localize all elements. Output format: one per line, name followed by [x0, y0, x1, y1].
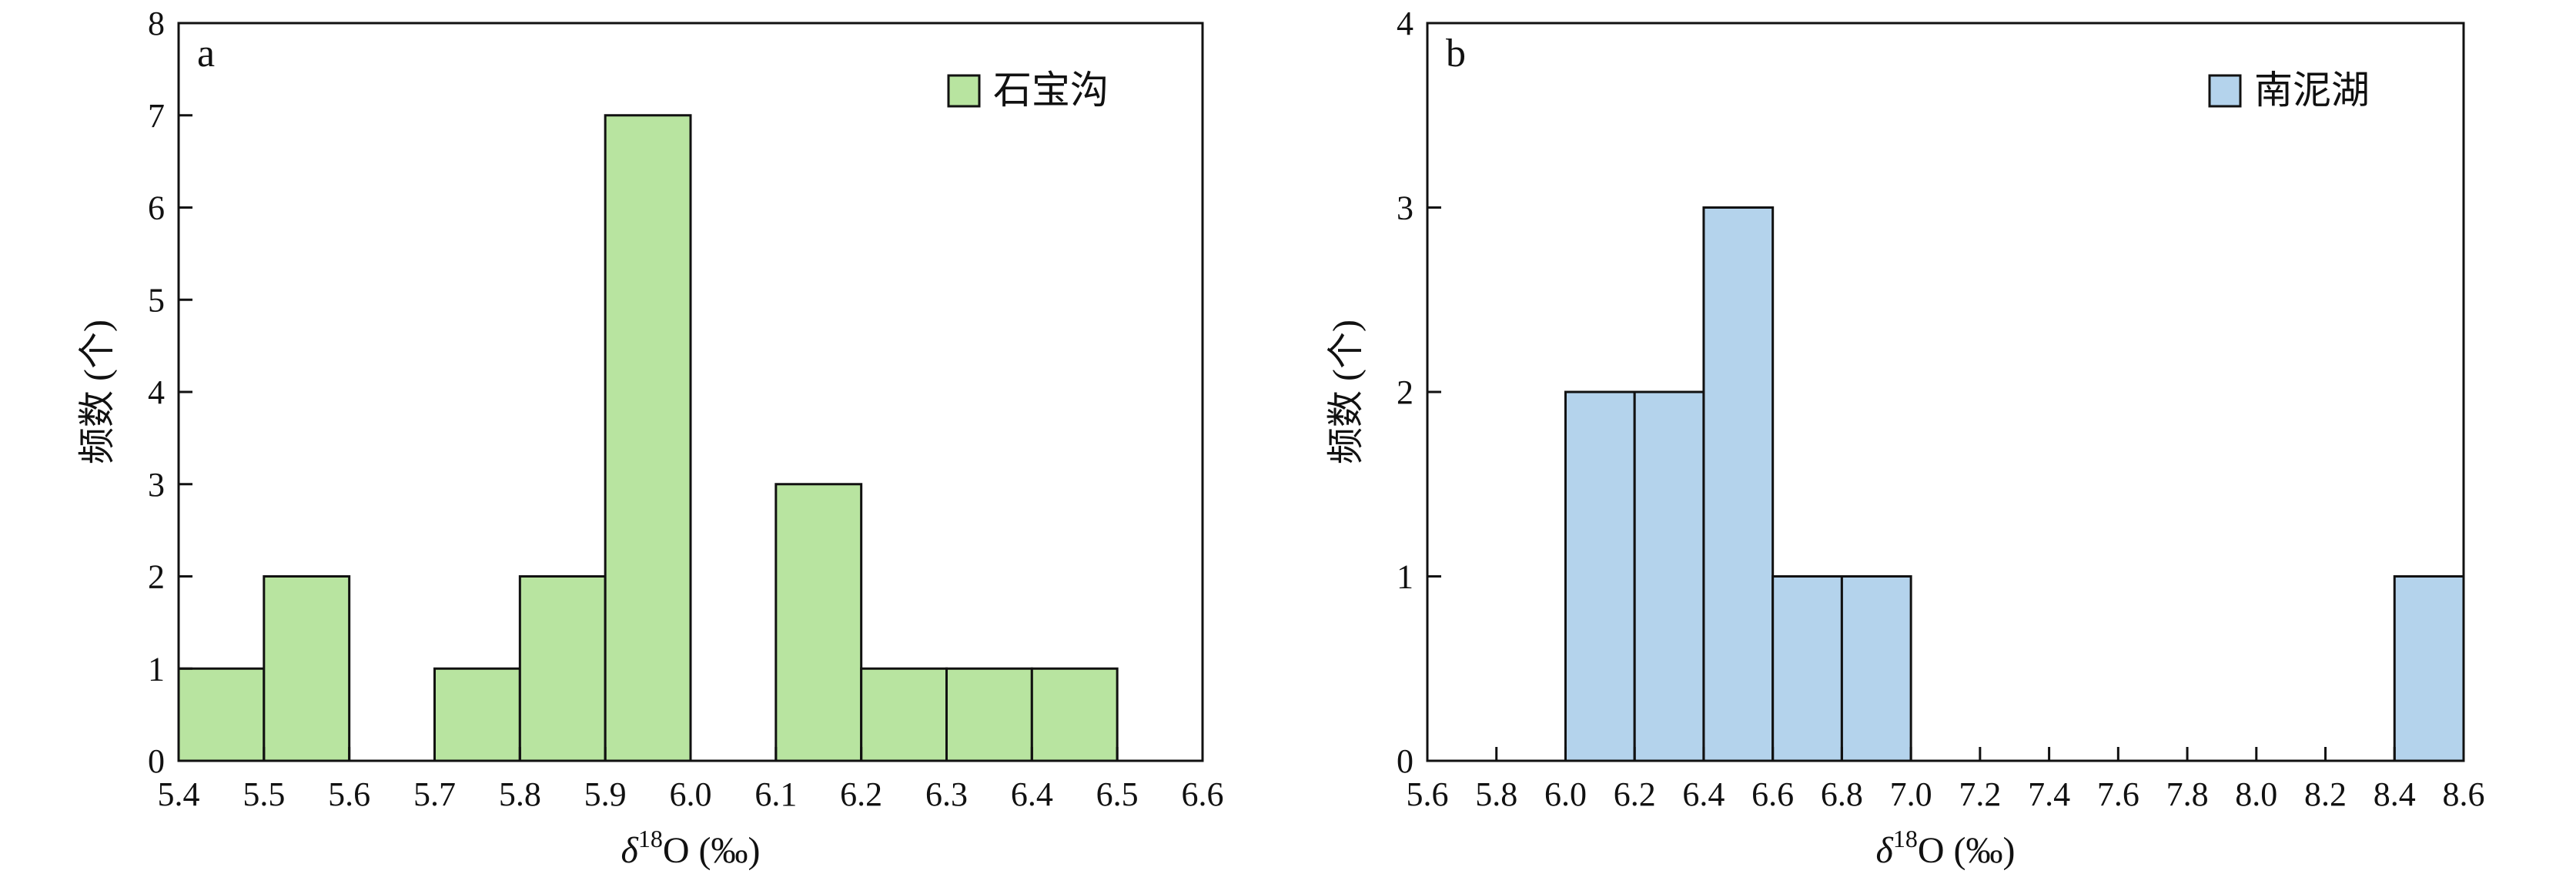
histogram-bar: [774, 483, 863, 762]
x-tick-label: 8.4: [2374, 775, 2416, 813]
histogram-bar: [263, 575, 351, 762]
histogram-bar: [1771, 575, 1843, 762]
x-axis-label: δ18O (‰): [621, 825, 761, 871]
y-tick-label: 2: [1397, 373, 1413, 411]
y-tick-label: 2: [148, 558, 165, 596]
x-tick-label: 5.6: [1407, 775, 1449, 813]
x-tick-label: 5.7: [413, 775, 456, 813]
x-tick-label: 8.2: [2304, 775, 2347, 813]
legend-swatch: [2208, 74, 2242, 108]
x-tick-label: 6.4: [1682, 775, 1725, 813]
panel-tag: b: [1446, 32, 1466, 75]
x-tick-label: 5.8: [1475, 775, 1517, 813]
x-tick-label: 6.1: [754, 775, 797, 813]
histogram-bar: [2393, 575, 2465, 762]
x-tick-label: 6.6: [1182, 775, 1224, 813]
x-tick-label: 6.2: [840, 775, 882, 813]
x-tick-label: 8.6: [2443, 775, 2485, 813]
y-tick-label: 0: [148, 742, 165, 780]
histogram-bar: [860, 667, 948, 762]
y-tick-label: 1: [148, 650, 165, 688]
x-tick-label: 6.5: [1096, 775, 1139, 813]
y-tick-label: 1: [1397, 558, 1413, 596]
x-tick-label: 6.0: [1544, 775, 1587, 813]
histogram-bar: [433, 667, 521, 762]
x-tick-label: 7.2: [1959, 775, 2001, 813]
legend-label: 石宝沟: [993, 69, 1109, 112]
y-tick-label: 6: [148, 189, 165, 227]
legend-label: 南泥湖: [2254, 69, 2370, 112]
panel-a: 5.4 5.5 5.6 5.7 5.8 5.9 6.0 6.1 6.2 6.3 6.4 6.5 6.6 0…: [77, 5, 1224, 871]
y-tick-label: 4: [1397, 5, 1413, 42]
x-tick-label: 7.6: [2097, 775, 2139, 813]
x-tick-label: 6.6: [1751, 775, 1794, 813]
x-tick-label: 8.0: [2235, 775, 2277, 813]
x-tick-label: 6.4: [1011, 775, 1053, 813]
panel-b: 5.6 5.8 6.0 6.2 6.4 6.6 6.8 7.0 7.2 7.4 7.6 7.8 8.0 8…: [1326, 5, 2485, 871]
x-tick-label: 5.6: [328, 775, 370, 813]
y-tick-label: 3: [1397, 189, 1413, 227]
histogram-bar: [604, 114, 692, 762]
x-tick-label: 7.8: [2166, 775, 2209, 813]
x-tick-label: 6.2: [1614, 775, 1656, 813]
histogram-bar: [177, 667, 266, 762]
legend-swatch: [947, 74, 981, 108]
histogram-bar: [945, 667, 1033, 762]
x-tick-label: 6.0: [670, 775, 712, 813]
y-tick-label: 5: [148, 281, 165, 319]
histogram-bar: [1030, 667, 1119, 762]
histogram-bar: [1840, 575, 1912, 762]
x-tick-label: 5.5: [243, 775, 285, 813]
x-tick-label: 6.8: [1821, 775, 1863, 813]
y-axis-label: 频数 (个): [77, 320, 118, 464]
x-tick-label: 7.0: [1890, 775, 1932, 813]
y-axis-label: 频数 (个): [1326, 320, 1367, 464]
y-tick-label: 3: [148, 466, 165, 504]
histogram-bar: [1564, 390, 1636, 762]
y-tick-label: 7: [148, 97, 165, 135]
x-tick-label: 5.9: [584, 775, 627, 813]
histogram-bar: [1633, 390, 1705, 762]
x-axis-label: δ18O (‰): [1876, 825, 2016, 871]
x-tick-label: 5.4: [158, 775, 200, 813]
x-tick-label: 6.3: [925, 775, 968, 813]
histogram-bar: [1702, 206, 1775, 762]
histogram-bar: [518, 575, 607, 762]
panel-tag: a: [197, 32, 215, 75]
y-tick-label: 4: [148, 373, 165, 411]
y-tick-label: 8: [148, 5, 165, 42]
y-tick-label: 0: [1397, 742, 1413, 780]
x-tick-label: 5.8: [499, 775, 541, 813]
x-tick-label: 7.4: [2028, 775, 2070, 813]
